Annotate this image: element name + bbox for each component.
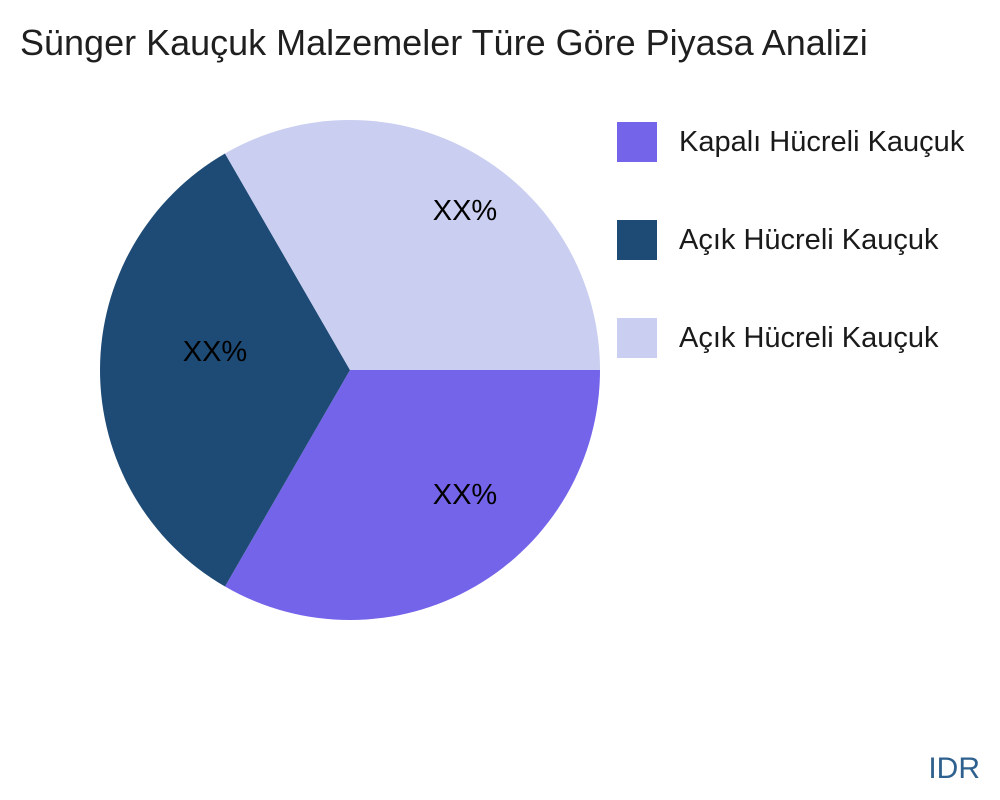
pie-value-label-navy: XX% — [183, 336, 247, 368]
legend-label: Kapalı Hücreli Kauçuk — [679, 125, 965, 158]
watermark-idr: IDR — [928, 752, 980, 785]
pie-slice-kapali-hucreli-kaucuk — [225, 370, 600, 620]
legend-swatch-lavender — [617, 318, 657, 358]
legend-swatch-navy — [617, 220, 657, 260]
pie-value-label-purple: XX% — [433, 479, 497, 511]
legend-item-acik-hucreli-kaucuk-lavender: Açık Hücreli Kauçuk — [617, 318, 939, 358]
pie-slice-acik-hucreli-kaucuk-lavender — [225, 120, 600, 371]
pie-slice-acik-hucreli-kaucuk-navy — [100, 153, 350, 587]
legend-label: Açık Hücreli Kauçuk — [679, 223, 939, 256]
legend-item-acik-hucreli-kaucuk-navy: Açık Hücreli Kauçuk — [617, 220, 939, 260]
chart-title: Sünger Kauçuk Malzemeler Türe Göre Piyas… — [20, 22, 868, 63]
legend-label: Açık Hücreli Kauçuk — [679, 321, 939, 354]
pie-value-label-lavender: XX% — [433, 195, 497, 227]
legend-item-kapali-hucreli-kaucuk: Kapalı Hücreli Kauçuk — [617, 122, 964, 162]
legend-swatch-purple — [617, 122, 657, 162]
